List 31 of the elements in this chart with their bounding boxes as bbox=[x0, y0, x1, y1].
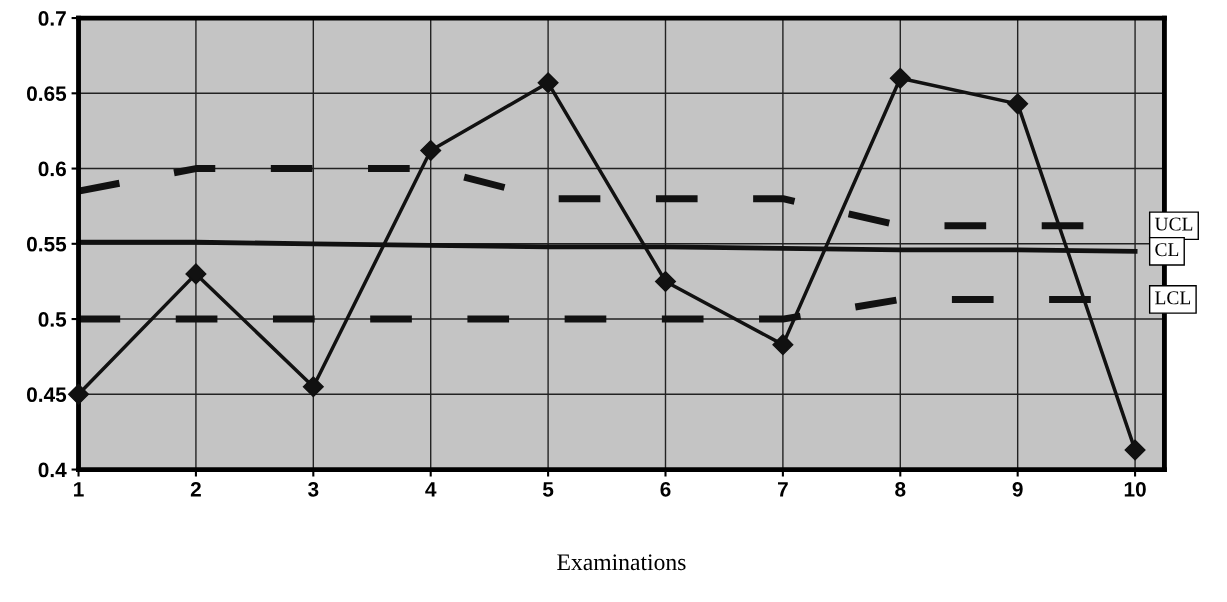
x-tick-label: 4 bbox=[425, 482, 437, 497]
series-label: UCL bbox=[1154, 217, 1193, 231]
y-tick-label: 0.45 bbox=[27, 387, 67, 403]
y-tick-label: 0.4 bbox=[38, 462, 67, 478]
x-tick-label: 9 bbox=[1012, 481, 1023, 497]
point bbox=[185, 263, 207, 285]
x-tick-label: 8 bbox=[895, 481, 906, 497]
point bbox=[889, 67, 911, 89]
point bbox=[68, 383, 90, 405]
x-tick-label: 6 bbox=[660, 481, 671, 497]
x-tick-label: 7 bbox=[777, 482, 788, 497]
y-tick-label: 0.6 bbox=[38, 161, 66, 177]
y-tick-label: 0.55 bbox=[27, 236, 67, 252]
x-axis-title: Examinations bbox=[557, 554, 686, 571]
point bbox=[772, 334, 794, 356]
x-tick-label: 1 bbox=[74, 482, 84, 497]
point bbox=[1124, 439, 1146, 461]
point bbox=[420, 139, 442, 162]
series-label: CL bbox=[1155, 243, 1179, 257]
x-tick-label: 3 bbox=[308, 481, 319, 497]
x-tick-label: 10 bbox=[1124, 481, 1146, 497]
point bbox=[537, 72, 559, 94]
point bbox=[1007, 93, 1029, 115]
y-tick-label: 0.7 bbox=[38, 11, 66, 26]
x-tick-label: 2 bbox=[190, 481, 201, 497]
point bbox=[654, 270, 677, 292]
series-label: LCL bbox=[1155, 291, 1191, 305]
y-tick-label: 0.65 bbox=[27, 86, 67, 102]
x-tick-label: 5 bbox=[542, 482, 554, 497]
y-tick-label: 0.5 bbox=[38, 312, 67, 327]
point bbox=[302, 376, 324, 398]
